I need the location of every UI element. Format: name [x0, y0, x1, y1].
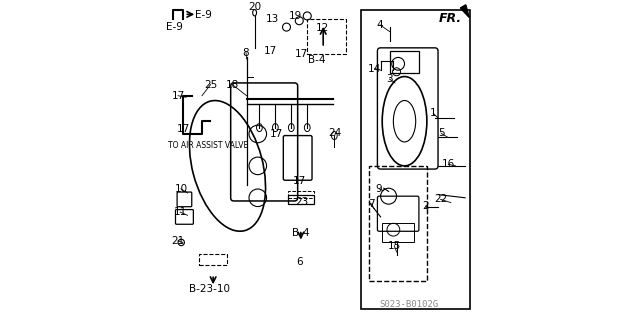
Bar — [390, 51, 419, 73]
Text: 16: 16 — [442, 159, 455, 169]
Text: 9: 9 — [376, 184, 382, 194]
Text: 14: 14 — [368, 63, 381, 74]
Text: 17: 17 — [269, 129, 283, 139]
Text: 10: 10 — [174, 184, 188, 194]
Text: B-4: B-4 — [308, 55, 326, 65]
Text: 23: 23 — [295, 197, 308, 207]
Text: 25: 25 — [204, 79, 217, 90]
Text: S023-B0102G: S023-B0102G — [380, 300, 439, 309]
Text: 21: 21 — [172, 236, 185, 246]
Bar — [369, 166, 427, 281]
Text: 22: 22 — [434, 194, 447, 204]
Text: 5: 5 — [438, 128, 445, 138]
Text: 19: 19 — [289, 11, 301, 21]
Text: B-23-10: B-23-10 — [189, 284, 230, 294]
Bar — [288, 195, 314, 204]
Text: 18: 18 — [226, 79, 239, 90]
Text: E-9: E-9 — [195, 10, 212, 20]
Text: 24: 24 — [329, 128, 342, 138]
Text: TO AIR ASSIST VALVE: TO AIR ASSIST VALVE — [168, 141, 249, 150]
Text: 1: 1 — [430, 108, 436, 118]
Text: 13: 13 — [266, 13, 279, 24]
Text: B-4: B-4 — [292, 228, 310, 238]
Text: 3: 3 — [386, 74, 393, 84]
Text: E-9: E-9 — [166, 22, 183, 32]
Text: 6: 6 — [296, 256, 303, 267]
Text: 20: 20 — [248, 2, 261, 12]
Text: 2: 2 — [422, 201, 429, 211]
Text: 17: 17 — [177, 124, 191, 134]
Text: 11: 11 — [173, 207, 187, 217]
Bar — [288, 191, 314, 198]
Text: 4: 4 — [377, 20, 383, 30]
Text: 17: 17 — [172, 91, 185, 101]
Text: 8: 8 — [243, 48, 250, 58]
Bar — [362, 10, 470, 309]
Text: 7: 7 — [368, 198, 374, 209]
Text: 17: 17 — [264, 46, 277, 56]
Polygon shape — [460, 5, 469, 18]
Text: FR.: FR. — [439, 12, 462, 25]
Bar — [307, 19, 346, 54]
Bar — [382, 223, 414, 242]
Bar — [199, 254, 227, 265]
Text: 17: 17 — [295, 48, 308, 59]
Text: 12: 12 — [316, 23, 329, 33]
Text: 15: 15 — [388, 241, 401, 251]
Text: 17: 17 — [292, 176, 305, 186]
